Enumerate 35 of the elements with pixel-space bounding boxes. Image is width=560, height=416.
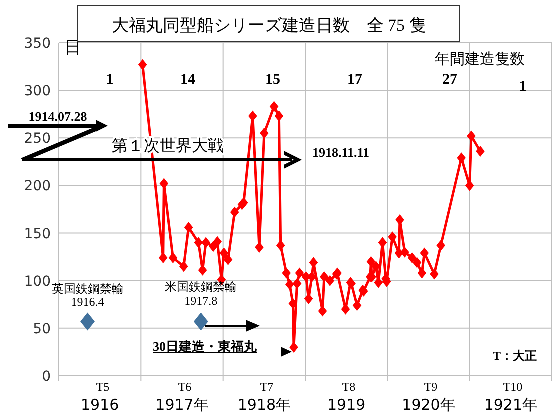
y-tick-label: 100 bbox=[24, 274, 51, 290]
text: T8 bbox=[342, 380, 356, 394]
annotation: 17 bbox=[348, 72, 363, 88]
text: T6 bbox=[178, 380, 192, 394]
x-tick-label: 1920年 bbox=[402, 396, 456, 414]
y-axis-title: 日 bbox=[64, 38, 82, 58]
annotation: 15 bbox=[266, 72, 280, 88]
annotation: 1 bbox=[519, 79, 527, 95]
annotation: 1 bbox=[106, 72, 114, 88]
x-tick-label: 1916 bbox=[80, 396, 120, 414]
text: T10 bbox=[503, 380, 523, 394]
y-tick-label: 300 bbox=[24, 84, 51, 100]
annotation: 27 bbox=[442, 72, 458, 88]
annotation: 1918.11.11 bbox=[312, 145, 370, 160]
y-tick-label: 150 bbox=[24, 226, 51, 242]
text: T5 bbox=[96, 380, 110, 394]
y-tick-label: 0 bbox=[42, 369, 51, 385]
y-tick-label: 350 bbox=[24, 36, 51, 52]
annotation: 米国鉄鋼禁輸 1917.8 bbox=[165, 280, 238, 308]
x-tick-label: 1919 bbox=[327, 396, 366, 414]
chart-title: 大福丸同型船シリーズ建造日数 全 75 隻 bbox=[112, 16, 426, 35]
annotation: T：大正 bbox=[492, 349, 538, 363]
annotation: 1914.07.28 bbox=[28, 109, 88, 124]
text: T9 bbox=[424, 380, 438, 394]
annotation: 英国鉄鋼禁輸 1916.4 bbox=[52, 282, 124, 309]
y-tick-label: 200 bbox=[24, 178, 51, 195]
text: T7 bbox=[260, 380, 274, 394]
annotation: 14 bbox=[180, 72, 196, 88]
y-tick-label: 50 bbox=[33, 321, 51, 338]
x-tick-label: 1921年 bbox=[484, 396, 538, 414]
y-tick-label: 250 bbox=[24, 131, 51, 148]
x-tick-label: 1918年 bbox=[238, 396, 292, 414]
annotation: 30日建造・東福丸 bbox=[153, 339, 258, 354]
x-tick-label: 1917年 bbox=[156, 396, 209, 414]
annotation: 年間建造隻数 bbox=[435, 51, 525, 68]
